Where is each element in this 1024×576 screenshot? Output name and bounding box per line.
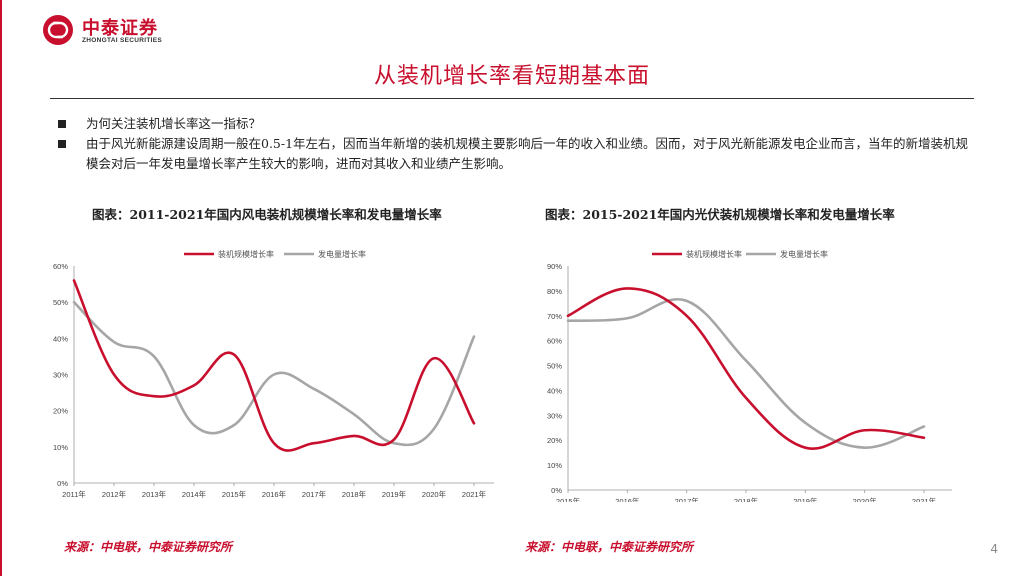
- x-tick-label: 2020年: [422, 489, 447, 499]
- logo-text-cn: 中泰证券: [82, 18, 158, 39]
- legend-label-1: 装机规模增长率: [686, 249, 742, 259]
- company-logo[interactable]: 中泰证券 ZHONGTAI SECURITIES: [42, 14, 192, 48]
- y-tick-label: 70%: [547, 312, 562, 321]
- x-tick-label: 2019年: [793, 496, 818, 502]
- bullet-square-icon: [58, 120, 66, 128]
- legend-label-1: 装机规模增长率: [218, 249, 274, 259]
- title-divider: [50, 98, 974, 99]
- y-tick-label: 10%: [547, 461, 562, 470]
- y-tick-label: 60%: [547, 337, 562, 346]
- y-tick-label: 50%: [53, 298, 68, 307]
- series-line-1: [72, 279, 476, 452]
- logo-text-en: ZHONGTAI SECURITIES: [82, 37, 162, 44]
- y-tick-label: 0%: [551, 486, 562, 495]
- x-tick-label: 2017年: [302, 489, 327, 499]
- bullet-item: 为何关注装机增长率这一指标？: [58, 114, 978, 134]
- wind-growth-chart: 装机规模增长率 发电量增长率 0% 10% 20% 30% 40% 50% 60% 2011年 20…: [53, 249, 494, 499]
- x-tick-label: 2018年: [342, 489, 367, 499]
- x-tick-label: 2015年: [222, 489, 247, 499]
- x-tick-label: 2020年: [853, 496, 878, 502]
- solar-growth-chart: 装机规模增长率 发电量增长率 0% 10% 20% 30% 40% 50% 60% 70% 80% 9…: [547, 249, 952, 502]
- x-tick-label: 2021年: [912, 496, 937, 502]
- y-tick-label: 20%: [53, 407, 68, 416]
- source-note-solar: 来源：中电联，中泰证券研究所: [525, 540, 694, 554]
- x-tick-label: 2017年: [675, 496, 700, 502]
- logo-mark-icon: [43, 15, 73, 45]
- left-accent-bar: [0, 0, 2, 576]
- bullet-square-icon: [58, 140, 66, 148]
- x-tick-label: 2019年: [382, 489, 407, 499]
- page-number: 4: [990, 542, 998, 556]
- x-tick-label: 2016年: [615, 496, 640, 502]
- y-tick-label: 0%: [57, 479, 68, 488]
- bullet-list: 为何关注装机增长率这一指标？ 由于风光新能源建设周期一般在0.5-1年左右，因而…: [58, 114, 978, 174]
- y-tick-label: 30%: [547, 411, 562, 420]
- y-tick-label: 60%: [53, 262, 68, 271]
- x-tick-label: 2014年: [182, 489, 207, 499]
- x-tick-label: 2012年: [102, 489, 127, 499]
- series-line-2: [72, 300, 476, 447]
- legend-label-2: 发电量增长率: [780, 249, 828, 259]
- series-line-2: [566, 298, 926, 449]
- x-tick-label: 2016年: [262, 489, 287, 499]
- x-tick-label: 2021年: [462, 489, 487, 499]
- x-tick-label: 2015年: [556, 496, 581, 502]
- y-tick-label: 50%: [547, 362, 562, 371]
- y-tick-label: 90%: [547, 262, 562, 271]
- chart-title-wind: 图表：2011-2021年国内风电装机规模增长率和发电量增长率: [92, 207, 442, 222]
- bullet-text: 由于风光新能源建设周期一般在0.5-1年左右，因而当年新增的装机规模主要影响后一…: [86, 136, 969, 171]
- x-tick-label: 2018年: [734, 496, 759, 502]
- y-tick-label: 10%: [53, 443, 68, 452]
- bullet-item: 由于风光新能源建设周期一般在0.5-1年左右，因而当年新增的装机规模主要影响后一…: [58, 134, 978, 174]
- series-line-1: [566, 287, 926, 450]
- y-tick-label: 40%: [547, 386, 562, 395]
- y-tick-label: 80%: [547, 287, 562, 296]
- x-tick-label: 2011年: [62, 489, 86, 499]
- bullet-text: 为何关注装机增长率这一指标？: [86, 116, 262, 131]
- y-tick-label: 20%: [547, 436, 562, 445]
- chart-title-solar: 图表：2015-2021年国内光伏装机规模增长率和发电量增长率: [545, 207, 895, 222]
- legend-label-2: 发电量增长率: [318, 249, 366, 259]
- x-tick-label: 2013年: [142, 489, 167, 499]
- source-note-wind: 来源：中电联，中泰证券研究所: [64, 540, 233, 554]
- y-tick-label: 40%: [53, 334, 68, 343]
- y-tick-label: 30%: [53, 371, 68, 380]
- page-title: 从装机增长率看短期基本面: [373, 64, 650, 89]
